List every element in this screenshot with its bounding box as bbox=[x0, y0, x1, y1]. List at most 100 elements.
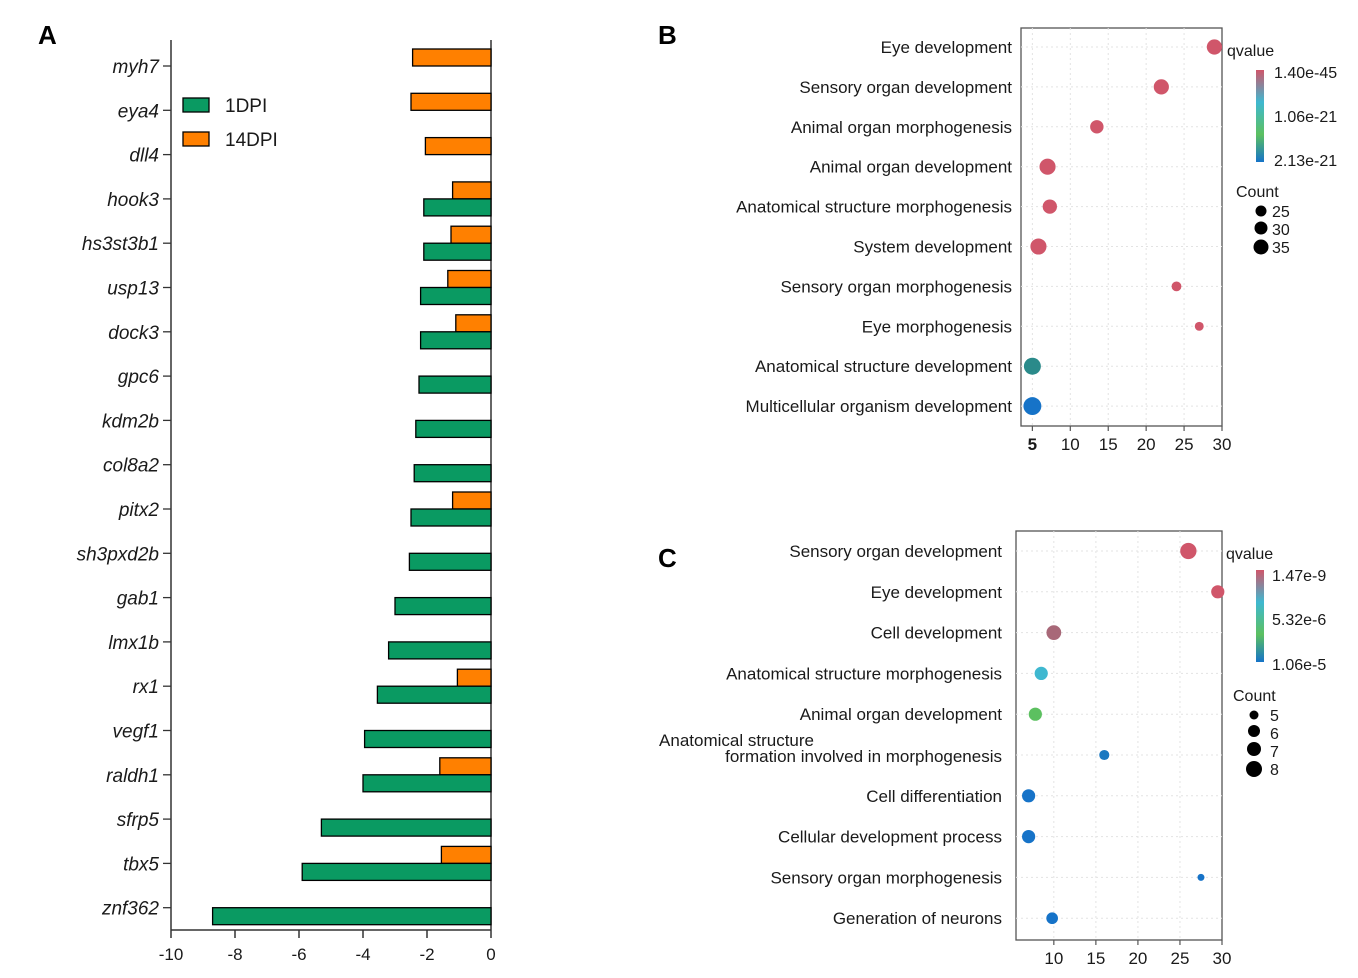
gene-label: pitx2 bbox=[118, 500, 160, 521]
gene-label: usp13 bbox=[107, 279, 159, 300]
bar-14dpi bbox=[450, 225, 492, 244]
panel-b-dot bbox=[1039, 158, 1056, 175]
gene-label: hs3st3b1 bbox=[82, 234, 159, 255]
panel-b-term-label: Animal organ development bbox=[810, 158, 1013, 177]
panel-c-dot bbox=[1034, 666, 1048, 681]
gene-label: kdm2b bbox=[102, 411, 159, 432]
panel-b-plot-frame bbox=[1020, 27, 1223, 427]
panel-b-qvalue-colorbar bbox=[1256, 70, 1264, 162]
panel-c-color-legend: qvalue 1.47e-9 5.32e-6 1.06e-5 bbox=[1226, 546, 1326, 674]
panel-label-a: A bbox=[38, 20, 57, 50]
bar-14dpi bbox=[451, 181, 492, 200]
gene-label: lmx1b bbox=[108, 633, 159, 654]
legend-label-14dpi: 14DPI bbox=[225, 130, 278, 151]
panel-c-count-dot-7 bbox=[1247, 742, 1261, 756]
bar-14dpi bbox=[439, 757, 492, 776]
panel-b-x-tick-label: 30 bbox=[1213, 435, 1232, 454]
panel-b-term-label: Anatomical structure development bbox=[755, 357, 1012, 376]
panel-c-count-dot-8 bbox=[1246, 761, 1262, 777]
x-tick-label: -10 bbox=[159, 945, 184, 964]
panel-c-x-tick-label: 15 bbox=[1086, 949, 1105, 968]
panel-a-bar-chart: -10 -8 -6 -4 -2 0 myh7 eya4 dll4 hook3 hs3st3b1 usp… bbox=[77, 40, 496, 964]
x-tick-label: -8 bbox=[227, 945, 242, 964]
panel-c-term-label: Cell differentiation bbox=[866, 787, 1002, 806]
panel-a-legend: 1DPI 14DPI bbox=[182, 96, 278, 151]
panel-label-b: B bbox=[658, 20, 677, 50]
panel-c-dot bbox=[1099, 749, 1110, 761]
x-tick-label: -4 bbox=[355, 945, 370, 964]
panel-c-qvalue-title: qvalue bbox=[1226, 546, 1273, 563]
gene-label: myh7 bbox=[113, 57, 161, 78]
panel-b-term-label: System development bbox=[853, 238, 1012, 257]
panel-b-qvalue-label-bottom: 2.13e-21 bbox=[1274, 153, 1337, 170]
panel-c-size-legend: Count 5 6 7 8 bbox=[1233, 688, 1279, 779]
panel-b-x-tick-label: 20 bbox=[1137, 435, 1156, 454]
panel-c-term-label: Sensory organ morphogenesis bbox=[770, 868, 1002, 887]
gene-label: znf362 bbox=[101, 899, 159, 920]
bar-1dpi bbox=[418, 375, 492, 394]
panel-b-dot bbox=[1030, 238, 1047, 255]
panel-c-plot-frame bbox=[1015, 530, 1223, 941]
panel-b-x-tick-label: 15 bbox=[1099, 435, 1118, 454]
bar-14dpi bbox=[411, 48, 492, 67]
x-tick-label: -6 bbox=[291, 945, 306, 964]
panel-c-term-label: Cellular development process bbox=[778, 828, 1002, 847]
gene-label: raldh1 bbox=[106, 766, 159, 787]
bar-1dpi bbox=[387, 641, 492, 660]
panel-c-term-label: Generation of neurons bbox=[833, 909, 1002, 928]
panel-c-term-label: Eye development bbox=[871, 583, 1003, 602]
panel-b-dot bbox=[1090, 120, 1104, 134]
panel-b-qvalue-label-top: 1.40e-45 bbox=[1274, 65, 1337, 82]
panel-c-count-label-7: 7 bbox=[1270, 744, 1279, 761]
bar-1dpi bbox=[410, 508, 492, 527]
bar-1dpi bbox=[408, 552, 492, 571]
legend-swatch-1dpi bbox=[182, 97, 210, 113]
panel-b-size-legend: Count 25 30 35 bbox=[1236, 184, 1290, 257]
panel-c-term-label: Anatomical structure morphogenesis bbox=[726, 664, 1002, 683]
panel-b-dot bbox=[1023, 397, 1042, 416]
bar-14dpi bbox=[410, 92, 492, 111]
panel-b-count-label-35: 35 bbox=[1272, 240, 1290, 257]
panel-b-qvalue-label-mid: 1.06e-21 bbox=[1274, 109, 1337, 126]
bar-1dpi bbox=[211, 907, 492, 926]
bar-1dpi bbox=[362, 774, 492, 793]
panel-c-dot bbox=[1046, 625, 1062, 640]
panel-b-dot bbox=[1153, 79, 1169, 95]
panel-b-color-legend: qvalue 1.40e-45 1.06e-21 2.13e-21 bbox=[1227, 43, 1337, 170]
bar-14dpi bbox=[440, 845, 492, 865]
gene-label: dll4 bbox=[129, 146, 159, 167]
panel-c-qvalue-label-mid: 5.32e-6 bbox=[1272, 612, 1326, 629]
bar-14dpi bbox=[451, 491, 492, 510]
bar-1dpi bbox=[415, 419, 492, 439]
bar-14dpi bbox=[424, 136, 492, 156]
panel-b-count-label-25: 25 bbox=[1272, 204, 1290, 221]
panel-b-dot-plot: 5 10 15 20 25 30 Eye development Sensory organ … bbox=[736, 27, 1232, 454]
legend-swatch-14dpi bbox=[182, 131, 210, 147]
panel-b-x-tick-label: 10 bbox=[1061, 435, 1080, 454]
bar-1dpi bbox=[320, 818, 492, 837]
legend-label-1dpi: 1DPI bbox=[225, 96, 267, 117]
panel-c-count-label-5: 5 bbox=[1270, 708, 1279, 725]
bar-1dpi bbox=[301, 862, 492, 882]
panel-b-term-label: Sensory organ morphogenesis bbox=[780, 277, 1012, 296]
bar-1dpi bbox=[423, 242, 492, 261]
panel-b-count-label-30: 30 bbox=[1272, 222, 1290, 239]
gene-label: hook3 bbox=[107, 190, 159, 211]
bar-1dpi bbox=[394, 596, 492, 616]
panel-c-dot bbox=[1022, 789, 1036, 803]
x-tick-label: 0 bbox=[486, 945, 495, 964]
panel-c-x-tick-label: 10 bbox=[1044, 949, 1063, 968]
bar-1dpi bbox=[419, 286, 492, 306]
panel-c-count-title: Count bbox=[1233, 688, 1276, 705]
panel-c-qvalue-colorbar bbox=[1256, 570, 1264, 662]
panel-b-dot bbox=[1042, 199, 1057, 214]
panel-b-dot bbox=[1023, 357, 1041, 375]
panel-b-dot bbox=[1206, 39, 1223, 55]
panel-c-dot bbox=[1022, 830, 1036, 844]
panel-b-count-dot-30 bbox=[1254, 221, 1268, 235]
panel-b-term-label: Anatomical structure morphogenesis bbox=[736, 198, 1012, 217]
panel-c-dot bbox=[1046, 912, 1058, 925]
panel-c-count-label-6: 6 bbox=[1270, 726, 1279, 743]
panel-c-dot bbox=[1211, 585, 1225, 599]
panel-c-term-label: Anatomical structure formation involved i… bbox=[659, 731, 1002, 766]
